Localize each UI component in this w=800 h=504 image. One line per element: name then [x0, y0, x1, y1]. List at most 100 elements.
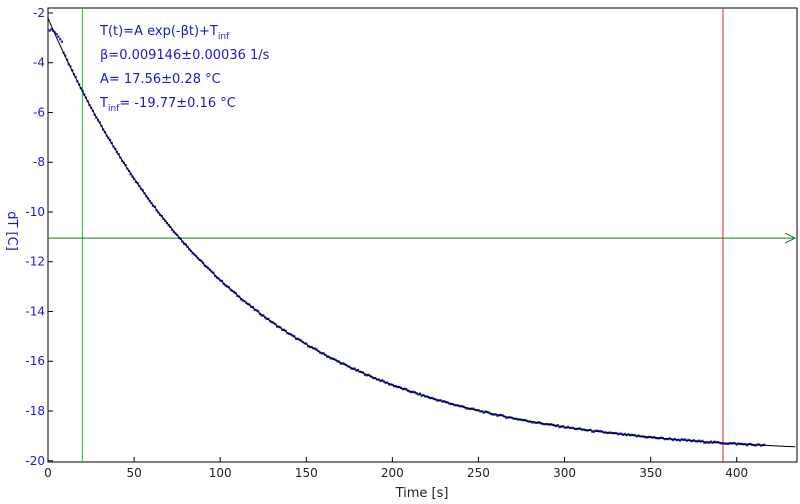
data-point: [465, 407, 468, 410]
x-tick-label: 250: [467, 466, 490, 480]
y-tick-label: -10: [25, 205, 45, 219]
data-point: [453, 404, 456, 407]
data-point: [57, 35, 60, 38]
annotation-amplitude: A= 17.56±0.28 °C: [100, 72, 221, 87]
data-point: [563, 426, 566, 429]
x-tick-label: 300: [553, 466, 576, 480]
data-point: [422, 393, 425, 397]
fit-curve: [47, 18, 796, 448]
horizontal-cursor-arrow-icon[interactable]: [784, 232, 797, 244]
data-point: [594, 429, 597, 432]
data-point: [720, 442, 723, 445]
data-point: [678, 439, 682, 442]
data-point: [549, 423, 552, 426]
data-point: [48, 29, 51, 32]
data-point: [727, 442, 730, 446]
data-point: [379, 379, 382, 383]
data-point: [59, 38, 62, 41]
data-point: [306, 345, 310, 348]
annotation-formula: T(t)=A exp(-βt)+Tinf: [99, 24, 230, 42]
data-point: [697, 439, 701, 442]
data-point: [749, 442, 752, 446]
data-point: [257, 310, 260, 313]
data-point: [758, 443, 761, 446]
data-point: [482, 411, 485, 414]
data-point: [155, 209, 158, 212]
data-point: [680, 438, 683, 441]
data-point: [668, 437, 671, 440]
data-point: [725, 442, 728, 445]
y-tick-label: -14: [25, 304, 45, 318]
data-point: [591, 430, 594, 433]
data-point: [542, 423, 546, 426]
x-tick-label: 100: [209, 466, 232, 480]
data-point: [356, 369, 360, 372]
data-point: [573, 427, 577, 431]
data-point: [592, 430, 596, 433]
data-point: [701, 439, 704, 442]
data-point: [375, 378, 379, 381]
data-point: [505, 416, 508, 419]
data-point: [684, 438, 687, 441]
y-tick-label: -6: [33, 105, 45, 119]
data-point: [267, 317, 270, 320]
annotation-beta: β=0.009146±0.00036 1/s: [100, 48, 270, 63]
data-point: [410, 391, 413, 394]
data-point: [496, 414, 499, 417]
data-point: [637, 434, 640, 437]
data-point: [687, 438, 690, 441]
data-point: [418, 392, 422, 395]
data-point: [579, 427, 582, 430]
data-point: [486, 410, 489, 414]
data-point: [596, 429, 599, 432]
data-point: [735, 443, 738, 446]
data-point: [220, 279, 224, 283]
data-point: [339, 362, 342, 365]
data-point: [353, 367, 356, 370]
plot-frame: [47, 7, 798, 463]
data-point: [293, 335, 296, 338]
y-tick-label: -8: [33, 155, 45, 169]
data-point: [589, 428, 592, 431]
data-point: [53, 31, 57, 34]
data-point: [313, 347, 317, 350]
data-point: [556, 424, 559, 427]
data-point: [746, 444, 749, 447]
data-point: [499, 413, 503, 416]
data-point: [172, 230, 175, 233]
y-tick-label: -4: [33, 56, 45, 70]
data-point: [325, 355, 329, 358]
data-point: [55, 33, 58, 36]
data-point: [300, 339, 303, 342]
data-point: [350, 367, 353, 370]
y-tick-label: -2: [33, 6, 45, 20]
data-point: [393, 385, 396, 388]
data-point: [663, 438, 666, 441]
data-point: [381, 379, 384, 382]
x-tick-label: 50: [126, 466, 141, 480]
data-point: [754, 444, 757, 447]
data-point: [305, 342, 308, 345]
data-point: [251, 306, 255, 309]
cursors[interactable]: [48, 8, 797, 462]
data-point: [675, 439, 678, 442]
data-point: [623, 432, 627, 436]
data-point: [501, 414, 504, 417]
data-point: [659, 436, 663, 439]
data-point: [692, 439, 695, 442]
data-point: [260, 314, 263, 317]
data-point: [212, 271, 215, 274]
data-point: [599, 430, 602, 433]
data-series: [48, 28, 766, 447]
data-point: [367, 373, 370, 376]
data-point: [491, 413, 494, 416]
fit-annotations: T(t)=A exp(-βt)+Tinf β=0.009146±0.00036 1…: [99, 24, 270, 114]
data-point: [566, 425, 570, 428]
data-point: [276, 325, 279, 328]
ticks: 0 50 100 150 200 250 300 350 400 -2 -4 -6 -8 -10 -12 -1…: [25, 6, 748, 480]
data-point: [215, 276, 218, 279]
x-tick-label: 350: [639, 466, 662, 480]
data-point: [763, 443, 766, 446]
x-tick-label: 400: [725, 466, 748, 480]
data-point: [484, 410, 487, 413]
